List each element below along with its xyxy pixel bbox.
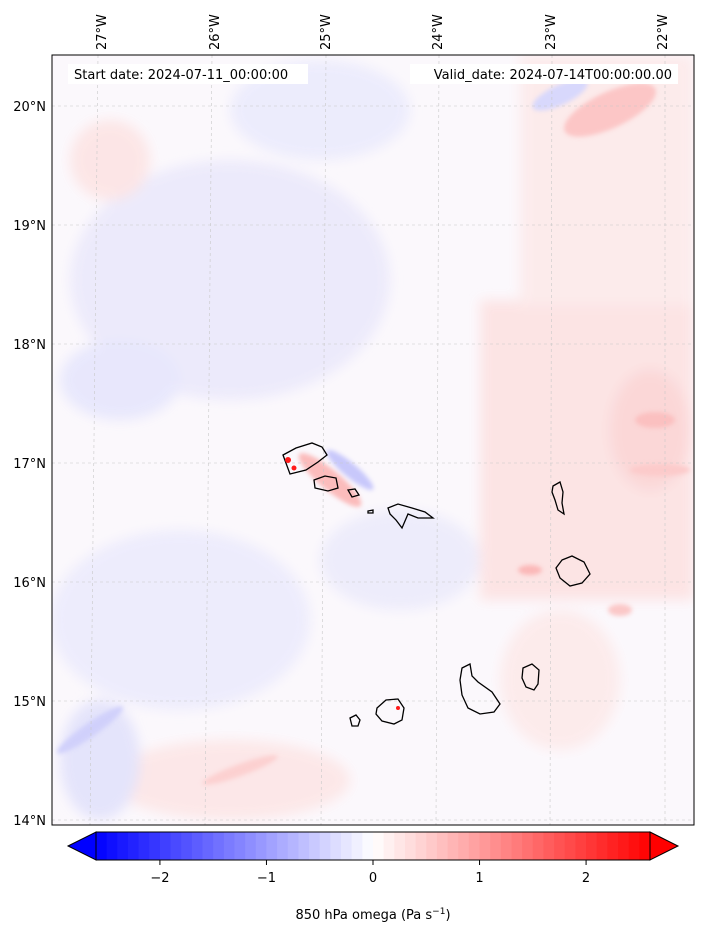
lat-tick-17n: 17°N <box>13 457 46 472</box>
lon-tick-24w: 24°W <box>431 14 446 50</box>
colorbar-step <box>596 832 608 860</box>
colorbar-tick-label: 1 <box>475 871 483 886</box>
graticule <box>52 54 694 826</box>
map-frame <box>51 54 695 826</box>
colorbar-tick-label: −2 <box>150 871 169 886</box>
colorbar-step <box>159 832 172 860</box>
colorbar-step <box>618 832 630 860</box>
colorbar-max-extend <box>649 831 680 861</box>
colorbar-step <box>468 832 481 860</box>
colorbar-label: 850 hPa omega (Pa s−1) <box>295 907 450 923</box>
colorbar-step <box>490 832 502 860</box>
colorbar-step <box>117 832 129 860</box>
colorbar-step <box>181 832 193 860</box>
island-sao-vicente <box>313 475 339 492</box>
colorbar-step <box>554 832 566 860</box>
colorbar-step <box>383 832 395 860</box>
omega-field <box>52 55 694 825</box>
island-brava <box>349 714 361 727</box>
lat-tick-20n: 20°N <box>13 100 46 115</box>
colorbar-step <box>330 832 342 860</box>
colorbar-step <box>628 832 640 860</box>
colorbar-ticks: −2 −1 0 1 2 <box>150 860 590 886</box>
lat-tick-19n: 19°N <box>13 219 46 234</box>
lon-tick-22w: 22°W <box>656 14 671 50</box>
colorbar-step <box>404 832 417 860</box>
colorbar-step <box>447 832 459 860</box>
colorbar-tick-label: 0 <box>369 871 377 886</box>
colorbar-step <box>298 832 310 860</box>
colorbar: −2 −1 0 1 2 850 hPa omega (Pa s−1) <box>66 831 680 923</box>
colorbar-step <box>319 832 331 860</box>
colorbar-step <box>287 832 299 860</box>
island-santo-antao <box>282 442 328 475</box>
colorbar-step <box>586 832 598 860</box>
colorbar-step <box>607 832 619 860</box>
lon-tick-27w: 27°W <box>95 14 110 50</box>
colorbar-min-extend <box>66 831 97 861</box>
lat-tick-18n: 18°N <box>13 338 46 353</box>
colorbar-step <box>479 832 491 860</box>
lon-tick-25w: 25°W <box>319 14 334 50</box>
island-fogo <box>375 698 405 725</box>
colorbar-step <box>351 832 363 860</box>
colorbar-step <box>511 832 523 860</box>
colorbar-step <box>564 832 576 860</box>
island-maio <box>521 663 540 691</box>
colorbar-step <box>373 832 385 860</box>
island-raso <box>367 509 374 514</box>
colorbar-step <box>234 832 246 860</box>
start-date-label: Start date: 2024-07-11_00:00:00 <box>74 68 288 83</box>
colorbar-steps <box>96 832 651 860</box>
colorbar-step <box>96 832 108 860</box>
island-highlights <box>285 457 400 710</box>
colorbar-step <box>191 832 204 860</box>
colorbar-step <box>213 832 225 860</box>
lon-tick-23w: 23°W <box>544 14 559 50</box>
colorbar-step <box>341 832 353 860</box>
colorbar-step <box>127 832 140 860</box>
lat-tick-16n: 16°N <box>13 576 46 591</box>
colorbar-step <box>149 832 161 860</box>
colorbar-step <box>532 832 544 860</box>
lat-tick-15n: 15°N <box>13 695 46 710</box>
island-sao-nicolau <box>387 503 435 530</box>
colorbar-step <box>543 832 555 860</box>
colorbar-step <box>255 832 267 860</box>
valid-date-box <box>410 64 678 84</box>
colorbar-step <box>106 832 118 860</box>
valid-date-label: Valid_date: 2024-07-14T00:00:00.00 <box>434 68 672 83</box>
longitude-ticks: 27°W 26°W 25°W 24°W 23°W 22°W <box>95 14 671 50</box>
colorbar-step <box>266 832 278 860</box>
colorbar-step <box>415 832 427 860</box>
colorbar-step <box>436 832 449 860</box>
colorbar-step <box>362 832 374 860</box>
colorbar-step <box>138 832 150 860</box>
start-date-box <box>68 64 308 84</box>
colorbar-step <box>394 832 406 860</box>
colorbar-step <box>202 832 214 860</box>
colorbar-tick-label: −1 <box>257 871 276 886</box>
colorbar-step <box>223 832 235 860</box>
colorbar-step <box>639 832 651 860</box>
colorbar-step <box>277 832 289 860</box>
colorbar-step <box>170 832 182 860</box>
island-santiago <box>459 663 501 715</box>
lat-tick-14n: 14°N <box>13 814 46 829</box>
colorbar-step <box>309 832 321 860</box>
island-sal <box>551 481 565 516</box>
lon-tick-26w: 26°W <box>208 14 223 50</box>
colorbar-step <box>575 832 587 860</box>
island-boa-vista <box>555 555 591 587</box>
latitude-ticks: 20°N 19°N 18°N 17°N 16°N 15°N 14°N <box>13 100 46 829</box>
colorbar-step <box>522 832 534 860</box>
island-santa-luzia <box>346 488 361 498</box>
colorbar-step <box>245 832 257 860</box>
colorbar-step <box>458 832 470 860</box>
colorbar-step <box>426 832 438 860</box>
colorbar-step <box>500 832 512 860</box>
coastlines <box>282 442 591 727</box>
colorbar-tick-label: 2 <box>582 871 590 886</box>
